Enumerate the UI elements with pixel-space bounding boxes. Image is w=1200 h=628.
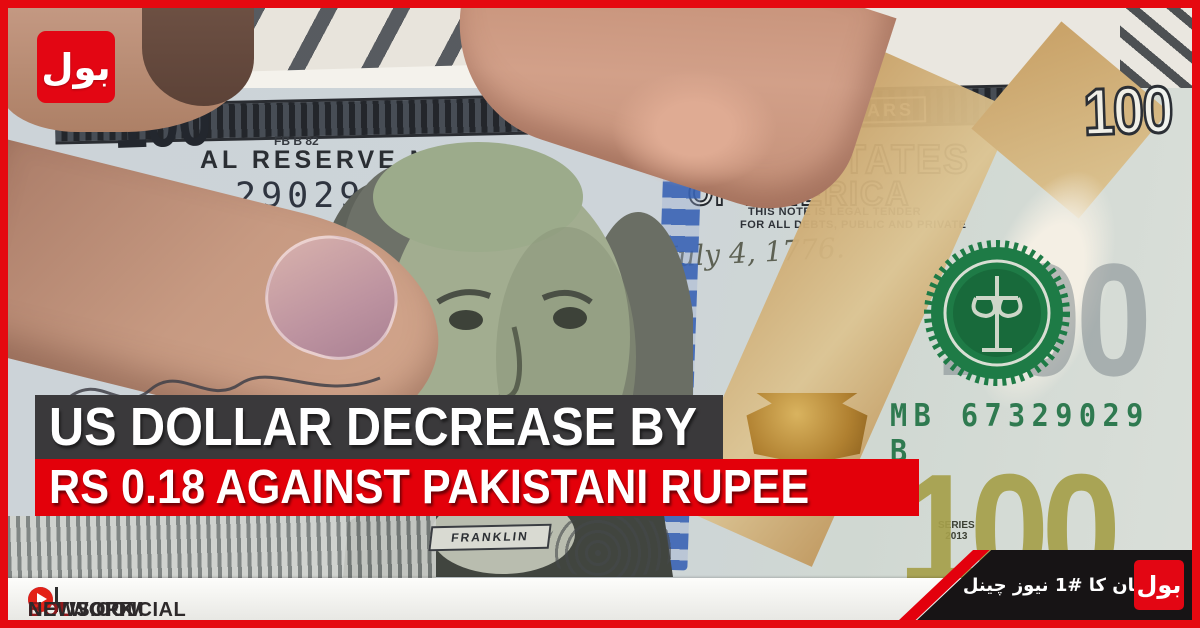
play-glyph — [37, 593, 47, 605]
bill-series: SERIES 2013 — [938, 520, 975, 542]
bill-serial-right: MB 67329029 B — [890, 398, 1150, 470]
bill-plate-mark: FB B 82 — [274, 134, 319, 148]
bol-logo-small-text: بول — [1136, 571, 1182, 599]
headline-bar-secondary: RS 0.18 AGAINST PAKISTANI RUPEE — [35, 459, 919, 516]
bill-series-label: SERIES — [938, 520, 975, 531]
headline-line-1: US DOLLAR DECREASE BY — [49, 397, 698, 457]
finger-shadow — [142, 0, 254, 106]
headline-bar-primary: US DOLLAR DECREASE BY — [35, 395, 723, 459]
bol-logo-text: بول — [41, 45, 111, 89]
tagline-content: پاکستان کا #1 نیوز چینل بول — [960, 558, 1184, 612]
bill-denomination-top-right: 100 — [1081, 71, 1175, 151]
bol-logo-small: بول — [1134, 560, 1184, 610]
footer-tagline-section: پاکستان کا #1 نیوز چینل بول — [890, 550, 1192, 620]
footer-divider — [55, 586, 58, 612]
headline-line-2: RS 0.18 AGAINST PAKISTANI RUPEE — [49, 461, 810, 514]
franklin-name-banner: FRANKLIN — [428, 523, 552, 552]
treasury-seal — [924, 240, 1070, 386]
fingertip — [612, 70, 777, 188]
bill-bottom-engraving — [8, 516, 436, 578]
bol-logo: بول — [37, 31, 115, 103]
bill-series-year: 2013 — [945, 531, 968, 542]
bill-flourish — [548, 517, 673, 577]
youtube-icon — [28, 586, 53, 612]
